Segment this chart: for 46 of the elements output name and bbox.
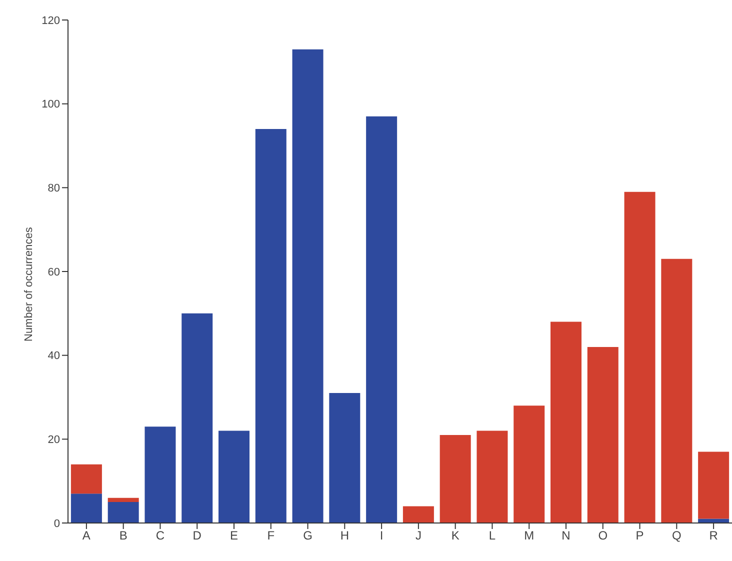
x-tick-label: K	[451, 528, 460, 543]
x-tick-label: R	[709, 528, 718, 543]
bar	[144, 426, 176, 523]
y-tick-label: 60	[48, 266, 60, 278]
x-tick-label: F	[267, 528, 275, 543]
bar	[624, 192, 656, 523]
y-tick-label: 20	[48, 434, 60, 446]
x-tick-label: Q	[672, 528, 682, 543]
bar	[329, 393, 360, 523]
bar	[476, 430, 508, 523]
x-tick-label: B	[119, 528, 128, 543]
bar	[440, 434, 471, 523]
x-tick-label: E	[230, 528, 238, 543]
bar	[661, 258, 692, 523]
x-tick-label: A	[82, 528, 90, 543]
bar	[182, 313, 213, 523]
bar	[402, 506, 434, 523]
x-tick-label: G	[303, 528, 312, 543]
bar	[514, 406, 545, 523]
x-tick-label: O	[598, 528, 608, 543]
y-tick-label: 0	[54, 518, 60, 530]
y-tick-label: 120	[42, 14, 60, 27]
y-tick-label: 40	[48, 350, 60, 362]
x-tick-label: L	[488, 528, 496, 543]
bar	[587, 346, 618, 523]
bar	[70, 464, 102, 494]
bar	[70, 494, 102, 523]
x-tick-label: P	[636, 528, 644, 543]
y-axis-title: Number of occurrences	[22, 226, 35, 342]
x-tick-label: H	[340, 528, 350, 543]
bar	[292, 49, 324, 523]
x-tick-label: M	[524, 528, 534, 543]
bar	[255, 128, 286, 523]
bar	[108, 498, 139, 502]
bar	[550, 322, 582, 523]
y-tick-label: 100	[42, 98, 60, 111]
bar	[698, 452, 730, 519]
bar	[218, 430, 250, 523]
bar	[108, 502, 139, 523]
x-tick-label: J	[415, 528, 422, 543]
y-tick-label: 80	[48, 182, 60, 195]
x-tick-label: C	[156, 528, 165, 543]
x-tick-label: D	[192, 528, 202, 543]
x-tick-label: I	[380, 528, 384, 543]
x-tick-label: N	[562, 528, 570, 543]
bar	[366, 116, 398, 523]
